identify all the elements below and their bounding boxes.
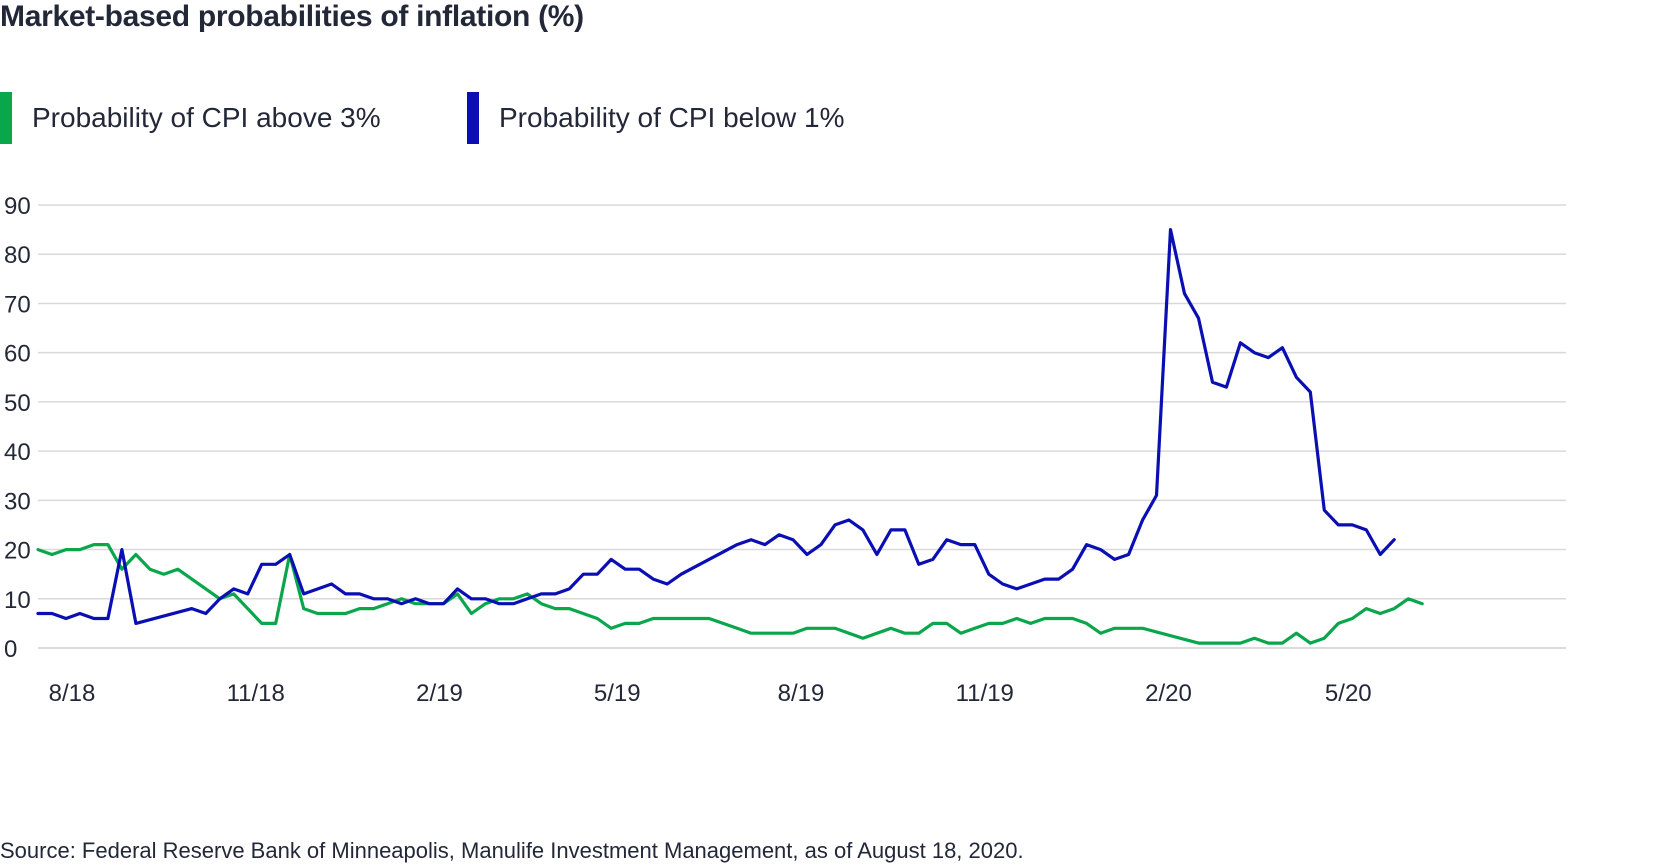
series-line-cpi-above-3 [36, 543, 1424, 645]
x-tick-label: 5/19 [594, 680, 641, 707]
source-note: Source: Federal Reserve Bank of Minneapo… [0, 838, 1024, 863]
x-tick-label: 11/18 [227, 680, 285, 707]
y-tick-label: 0 [4, 636, 17, 663]
x-tick-label: 5/20 [1325, 680, 1372, 707]
y-tick-label: 70 [4, 291, 31, 318]
y-tick-label: 20 [4, 538, 31, 565]
y-tick-label: 60 [4, 341, 31, 368]
x-tick-label: 8/18 [49, 680, 96, 707]
chart-title: Market-based probabilities of inflation … [0, 0, 584, 33]
x-tick-label: 11/19 [956, 680, 1014, 707]
legend-label-above: Probability of CPI above 3% [32, 102, 381, 133]
legend-label-below: Probability of CPI below 1% [499, 102, 845, 133]
series-lines [36, 227, 1424, 645]
x-tick-label: 2/20 [1145, 680, 1192, 707]
y-tick-label: 90 [4, 195, 31, 220]
y-tick-label: 30 [4, 488, 31, 515]
x-tick-label: 8/19 [778, 680, 825, 707]
series-line-cpi-below-1 [36, 227, 1396, 625]
legend-swatch-above [0, 92, 12, 144]
y-tick-label: 10 [4, 587, 31, 614]
gridlines [38, 204, 1566, 649]
y-axis: 0 10 20 30 40 50 60 70 80 90 [4, 195, 31, 663]
y-tick-label: 50 [4, 390, 31, 417]
y-tick-label: 80 [4, 242, 31, 269]
x-tick-label: 2/19 [416, 680, 463, 707]
legend-swatch-below [467, 92, 479, 144]
y-tick-label: 40 [4, 439, 31, 466]
x-axis: 8/18 11/18 2/19 5/19 8/19 11/19 2/20 5/20 [49, 680, 1372, 707]
